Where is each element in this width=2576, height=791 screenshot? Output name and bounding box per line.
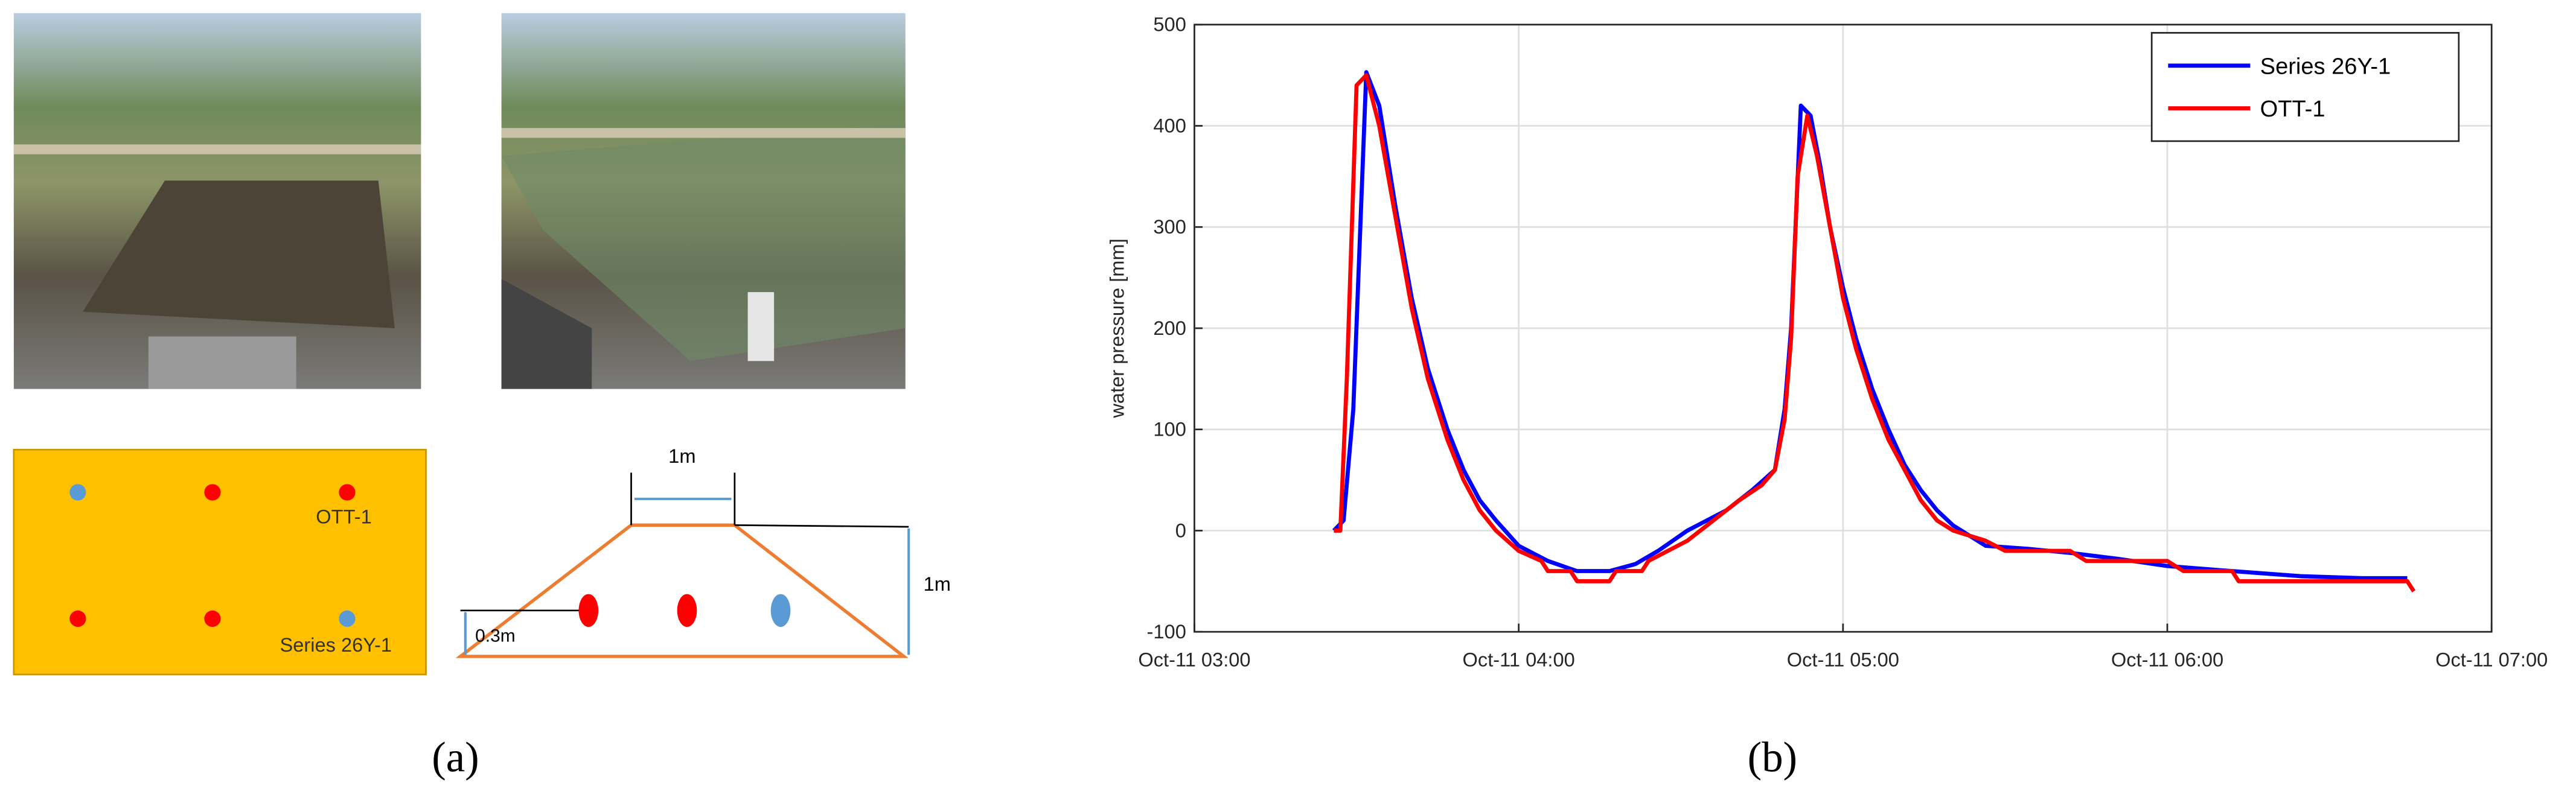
label: OTT-1 [316,506,371,528]
label: 1m [668,445,695,467]
legend-label: OTT-1 [2260,97,2325,122]
y-axis-title: water pressure [mm] [1106,238,1128,418]
y-tick-label: 300 [1153,215,1186,238]
legend-label: Series 26Y-1 [2260,54,2391,79]
axes-box [1194,24,2493,633]
y-tick-label: 0 [1175,519,1186,541]
label: Series 26Y-1 [280,634,392,656]
chart: -100 0 100 200 300 400 500 Oct-11 03:00 Oct-11 0… [1106,13,2548,671]
series-line [1334,73,2416,592]
caption: (b) [1748,734,1797,781]
plan-diagram: OTT-1 Series 26Y-1 [13,448,427,676]
photo-2 [501,13,906,389]
x-tick-label: Oct-11 03:00 [1138,648,1250,670]
x-tick-label: Oct-11 05:00 [1787,648,1899,670]
legend-box [2150,32,2460,142]
y-tick-label: 100 [1153,418,1186,440]
x-tick-label: Oct-11 04:00 [1463,648,1575,670]
y-tick-label: 500 [1153,13,1186,36]
y-tick-label: 200 [1153,317,1186,339]
x-tick-label: Oct-11 06:00 [2111,648,2223,670]
x-tick-label: Oct-11 07:00 [2435,648,2548,670]
y-tick-label: -100 [1147,620,1186,643]
label: 0.3m [475,626,516,646]
y-tick-label: 400 [1153,114,1186,136]
label: 1m [924,573,951,595]
caption: (a) [432,734,479,781]
section-diagram: 1m 1m 0.3m [455,445,951,658]
photo-1 [13,13,421,389]
